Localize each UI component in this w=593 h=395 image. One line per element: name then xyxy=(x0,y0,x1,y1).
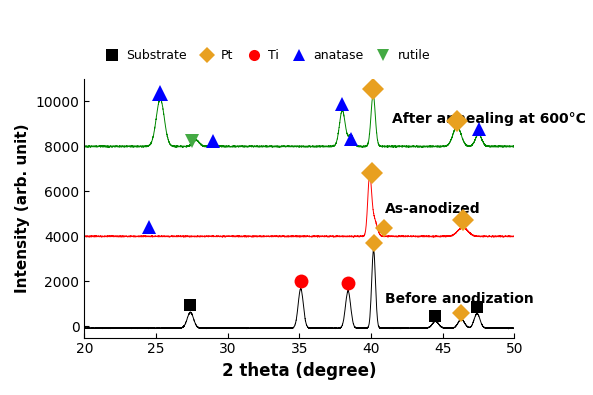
Text: After annealing at 600°C: After annealing at 600°C xyxy=(393,113,586,126)
Legend: Substrate, Pt, Ti, anatase, rutile: Substrate, Pt, Ti, anatase, rutile xyxy=(100,49,431,62)
Y-axis label: Intensity (arb. unit): Intensity (arb. unit) xyxy=(15,124,30,293)
Text: Before anodization: Before anodization xyxy=(385,292,534,307)
Text: As-anodized: As-anodized xyxy=(385,202,481,216)
X-axis label: 2 theta (degree): 2 theta (degree) xyxy=(222,362,377,380)
